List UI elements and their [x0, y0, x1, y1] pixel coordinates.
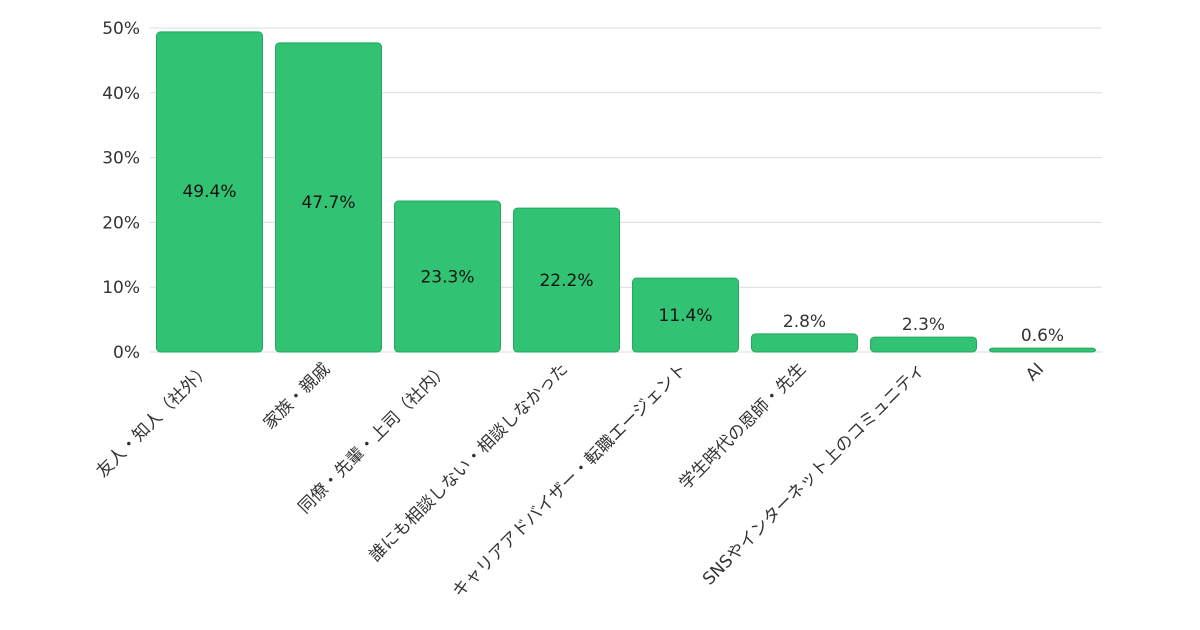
bar	[870, 336, 977, 353]
data-label: 47.7%	[301, 193, 355, 213]
x-tick-label: SNSやインターネット上のコミュニティ	[699, 359, 929, 589]
data-label: 22.2%	[539, 271, 593, 291]
data-label: 2.8%	[783, 312, 826, 332]
bar	[751, 333, 858, 353]
bar	[156, 31, 263, 353]
bar	[989, 347, 1096, 353]
data-label: 2.3%	[902, 315, 945, 335]
x-tick-label: 家族・親戚	[260, 359, 334, 433]
x-tick-label: 友人・知人（社外）	[93, 359, 215, 481]
bar	[394, 200, 501, 353]
y-tick-label: 20%	[102, 213, 140, 233]
x-tick-label: 誰にも相談しない・相談しなかった	[366, 359, 572, 565]
y-tick-label: 50%	[102, 19, 140, 39]
x-tick-label: 学生時代の恩師・先生	[676, 359, 810, 493]
data-label: 49.4%	[182, 182, 236, 202]
data-label: 0.6%	[1021, 326, 1064, 346]
y-tick-label: 10%	[102, 278, 140, 298]
bar	[632, 277, 739, 353]
x-tick-label: キャリアアドバイザー・転職エージェント	[449, 359, 691, 601]
bar	[275, 42, 382, 353]
x-tick-label: AI	[1022, 359, 1048, 385]
y-tick-label: 40%	[102, 84, 140, 104]
bar	[513, 207, 620, 353]
data-label: 11.4%	[658, 306, 712, 326]
y-tick-label: 0%	[113, 343, 140, 363]
data-label: 23.3%	[420, 268, 474, 288]
y-tick-label: 30%	[102, 149, 140, 169]
